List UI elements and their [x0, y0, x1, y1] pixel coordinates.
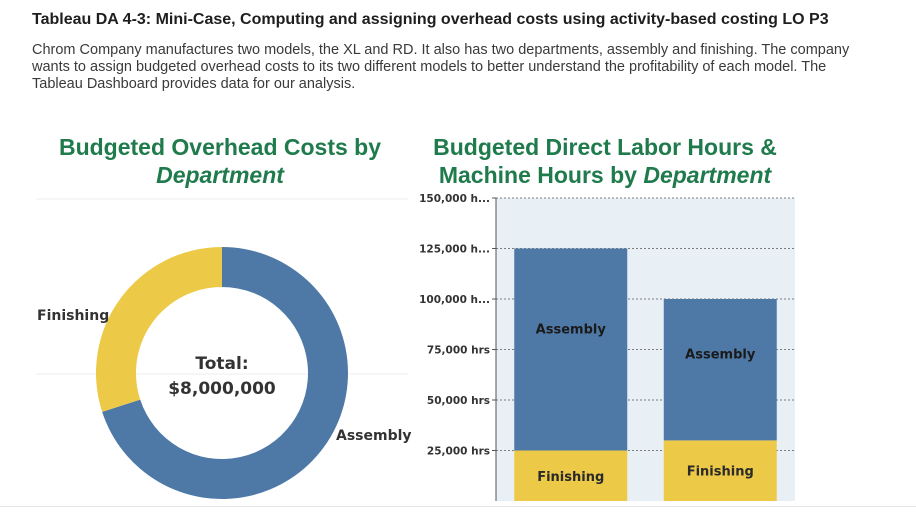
- bar-title-emphasis: Department: [643, 162, 772, 188]
- y-tick-label: 25,000 hrs: [427, 446, 490, 458]
- bar-segment-label-assembly: Assembly: [536, 322, 607, 337]
- donut-label-assembly: Assembly: [336, 428, 412, 444]
- bar-segment-assembly[interactable]: [663, 299, 777, 441]
- donut-chart-title: Budgeted Overhead Costs by Department: [40, 133, 400, 189]
- donut-title-main: Budgeted Overhead Costs by: [58, 134, 382, 160]
- bar-segment-label-finishing: Finishing: [687, 465, 754, 480]
- y-tick-label: 100,000 h...: [419, 294, 490, 306]
- y-tick-label: 75,000 hrs: [427, 345, 490, 357]
- bar-chart-title: Budgeted Direct Labor Hours & Machine Ho…: [410, 133, 800, 189]
- bar-segment-label-assembly: Assembly: [685, 347, 756, 362]
- page-heading: Tableau DA 4-3: Mini-Case, Computing and…: [32, 11, 829, 28]
- donut-title-emphasis: Department: [156, 162, 284, 188]
- bar-title-main: Budgeted Direct Labor Hours & Machine Ho…: [433, 134, 777, 188]
- y-tick-label: 125,000 h...: [419, 244, 490, 256]
- bar-segment-finishing[interactable]: [514, 450, 628, 502]
- donut-center-value: $8,000,000: [168, 379, 276, 399]
- donut-label-finishing: Finishing: [37, 308, 109, 324]
- donut-slice-assembly[interactable]: [102, 247, 349, 499]
- donut-slice-finishing[interactable]: [95, 247, 222, 412]
- y-tick-label: 50,000 hrs: [427, 395, 490, 407]
- bottom-divider: [0, 506, 916, 507]
- intro-paragraph: Chrom Company manufactures two models, t…: [32, 42, 850, 92]
- y-tick-label: 150,000 h...: [419, 193, 490, 205]
- donut-center-label: Total:: [195, 354, 248, 374]
- bar-segment-finishing[interactable]: [663, 440, 777, 501]
- bar-segment-label-finishing: Finishing: [537, 470, 604, 485]
- bar-segment-assembly[interactable]: [514, 248, 628, 451]
